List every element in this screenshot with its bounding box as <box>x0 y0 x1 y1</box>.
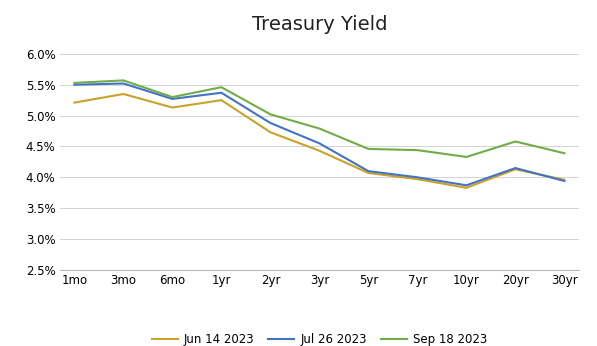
Jun 14 2023 <box>71 101 78 105</box>
Jun 14 2023 <box>267 130 274 134</box>
Sep 18 2023 <box>71 81 78 85</box>
Line: Jul 26 2023: Jul 26 2023 <box>75 83 564 185</box>
Sep 18 2023 <box>365 147 372 151</box>
Sep 18 2023 <box>267 112 274 116</box>
Jun 14 2023 <box>120 92 127 96</box>
Line: Sep 18 2023: Sep 18 2023 <box>75 80 564 157</box>
Sep 18 2023 <box>463 155 470 159</box>
Jun 14 2023 <box>169 106 176 110</box>
Sep 18 2023 <box>316 127 323 131</box>
Jul 26 2023 <box>169 97 176 101</box>
Jul 26 2023 <box>414 175 421 179</box>
Sep 18 2023 <box>512 139 519 144</box>
Jul 26 2023 <box>120 81 127 85</box>
Jun 14 2023 <box>365 171 372 175</box>
Jun 14 2023 <box>316 149 323 153</box>
Jul 26 2023 <box>561 179 568 183</box>
Sep 18 2023 <box>218 85 225 89</box>
Jul 26 2023 <box>512 166 519 170</box>
Jul 26 2023 <box>71 83 78 87</box>
Jul 26 2023 <box>463 183 470 188</box>
Jun 14 2023 <box>218 98 225 102</box>
Sep 18 2023 <box>414 148 421 152</box>
Jul 26 2023 <box>218 91 225 95</box>
Legend: Jun 14 2023, Jul 26 2023, Sep 18 2023: Jun 14 2023, Jul 26 2023, Sep 18 2023 <box>147 328 492 346</box>
Jul 26 2023 <box>365 169 372 173</box>
Jun 14 2023 <box>561 178 568 182</box>
Sep 18 2023 <box>169 95 176 99</box>
Jul 26 2023 <box>316 141 323 145</box>
Jul 26 2023 <box>267 121 274 125</box>
Sep 18 2023 <box>120 78 127 82</box>
Jun 14 2023 <box>463 186 470 190</box>
Jun 14 2023 <box>512 167 519 171</box>
Line: Jun 14 2023: Jun 14 2023 <box>75 94 564 188</box>
Jun 14 2023 <box>414 177 421 181</box>
Sep 18 2023 <box>561 151 568 155</box>
Title: Treasury Yield: Treasury Yield <box>252 16 387 34</box>
